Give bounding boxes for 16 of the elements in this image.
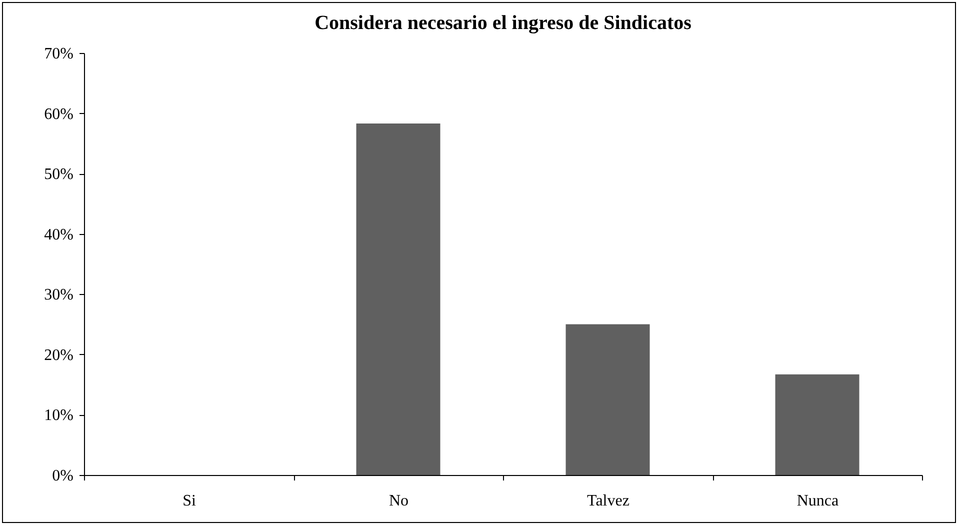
chart-title: Considera necesario el ingreso de Sindicatos	[314, 12, 692, 34]
y-tick-label: 20%	[44, 346, 74, 364]
x-tick-label: Nunca	[796, 492, 839, 510]
y-tick-label: 40%	[44, 226, 74, 244]
x-tick-label: Si	[182, 492, 196, 510]
y-tick-label: 10%	[44, 407, 74, 424]
y-tick-label: 70%	[44, 46, 74, 62]
y-tick-label: 60%	[44, 106, 74, 123]
bar	[356, 124, 440, 475]
y-tick-label: 0%	[52, 468, 74, 484]
y-tick-label: 30%	[44, 286, 74, 304]
x-tick-label: Talvez	[587, 492, 630, 510]
y-tick-label: 50%	[44, 166, 74, 184]
bar	[775, 374, 860, 475]
bar	[566, 324, 650, 475]
x-tick-label: No	[388, 492, 409, 510]
